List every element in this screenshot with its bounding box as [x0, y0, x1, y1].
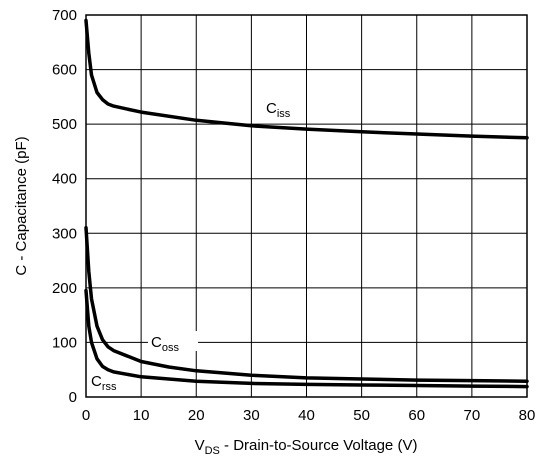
y-tick-label: 0 [69, 389, 77, 406]
series-ciss-line [84, 18, 529, 140]
x-tick-label: 70 [464, 407, 481, 424]
series-label-coss-group: Coss [148, 331, 198, 354]
x-tick-label: 20 [188, 407, 205, 424]
series-label-ciss: Ciss [266, 100, 291, 120]
y-axis-title: C - Capacitance (pF) [13, 136, 30, 275]
y-tick-label: 100 [52, 334, 77, 351]
x-tick-label: 60 [408, 407, 425, 424]
series-label-coss: Coss [151, 334, 179, 354]
series-lines [84, 18, 529, 389]
plot-frame [85, 14, 528, 398]
x-tick-label: 10 [133, 407, 150, 424]
x-tick-label: 80 [519, 407, 536, 424]
y-tick-label: 700 [52, 7, 77, 24]
y-tick-label: 300 [52, 225, 77, 242]
y-tick-label: 200 [52, 280, 77, 297]
y-tick-labels: 0 100 200 300 400 500 600 700 [52, 7, 77, 406]
x-tick-label: 50 [353, 407, 370, 424]
y-tick-label: 600 [52, 62, 77, 79]
series-label-crss: Crss [91, 373, 117, 393]
series-label-coss-bg [148, 331, 198, 351]
x-tick-label: 0 [82, 407, 90, 424]
x-tick-label: 30 [243, 407, 260, 424]
series-crss-line [84, 288, 529, 389]
x-axis-title: VDS - Drain-to-Source Voltage (V) [195, 437, 418, 457]
grid-lines [86, 15, 527, 397]
series-coss-line [84, 226, 529, 383]
x-tick-label: 40 [298, 407, 315, 424]
y-tick-label: 400 [52, 171, 77, 188]
x-tick-labels: 0 10 20 30 40 50 60 70 80 [82, 407, 536, 424]
y-tick-label: 500 [52, 116, 77, 133]
